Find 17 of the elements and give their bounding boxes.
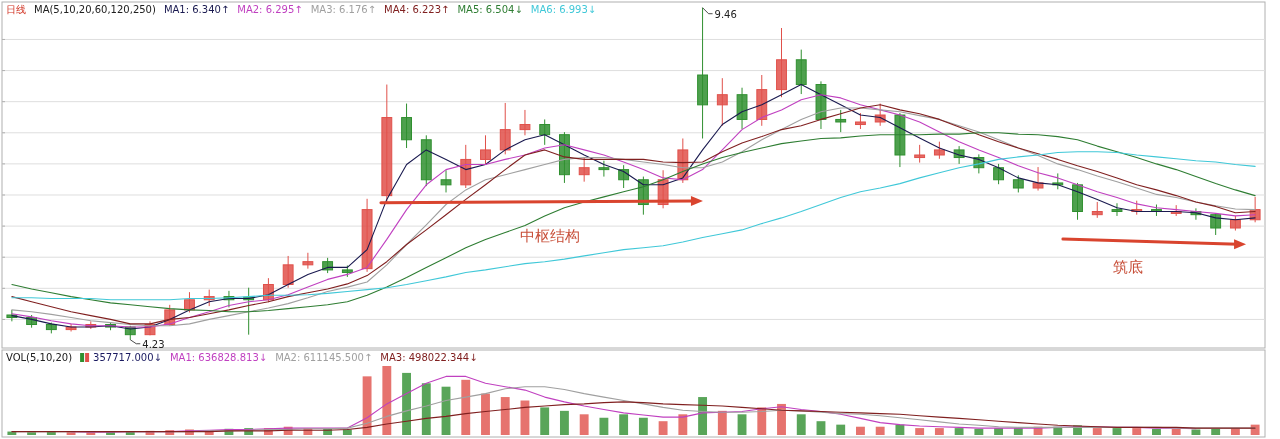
- annotation: 9.46: [714, 8, 737, 20]
- chart-title: 日线: [6, 4, 26, 15]
- text: MA1: 6.340↑: [163, 4, 230, 15]
- chart-title: VOL(5,10,20): [6, 352, 73, 363]
- chart-subtitle: MA(5,10,20,60,120,250): [34, 4, 156, 15]
- text: MA3: 6.176↑: [310, 4, 377, 15]
- annotation: 筑底: [1113, 257, 1144, 276]
- annotation: 中枢结构: [519, 226, 580, 245]
- annotation: 4.23: [142, 338, 165, 350]
- text: MA1: 636828.813↓: [169, 352, 268, 363]
- text: MA2: 6.295↑: [237, 4, 303, 15]
- legend-label: 357717.000↓: [93, 352, 162, 363]
- text: MA5: 6.504↓: [457, 4, 523, 15]
- text: MA6: 6.993↓: [530, 4, 597, 15]
- text: MA3: 498022.344↓: [380, 352, 478, 363]
- text: MA2: 611145.500↑: [275, 352, 373, 363]
- text: MA4: 6.223↑: [384, 4, 450, 15]
